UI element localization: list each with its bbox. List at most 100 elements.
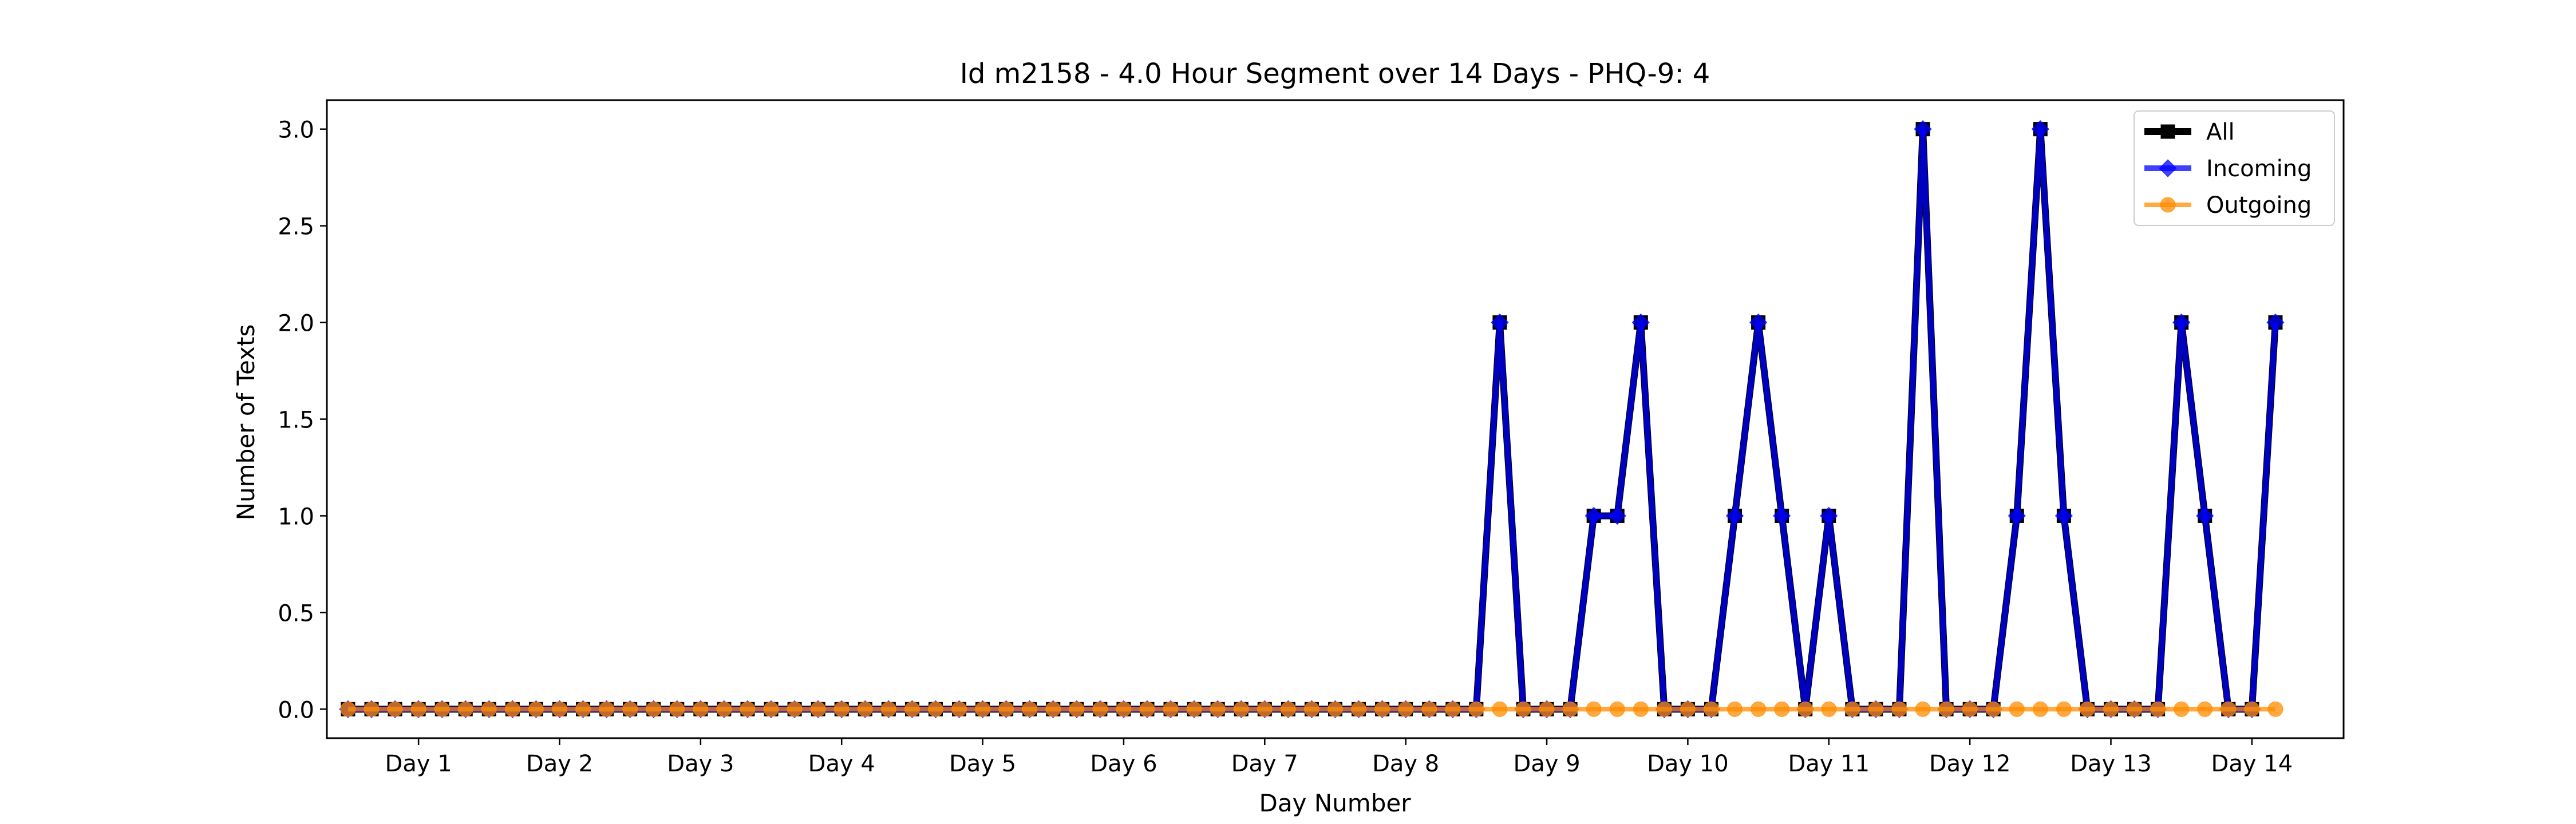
data-point-outgoing <box>880 701 896 717</box>
x-tick-label: Day 5 <box>949 751 1016 777</box>
data-point-incoming <box>2008 506 2026 525</box>
x-tick-label: Day 1 <box>385 751 452 777</box>
data-point-outgoing <box>1398 701 1414 717</box>
data-point-outgoing <box>1233 701 1249 717</box>
data-point-incoming <box>1772 506 1791 525</box>
data-point-outgoing <box>1891 701 1907 717</box>
data-point-outgoing <box>810 701 826 717</box>
data-point-outgoing <box>340 701 356 717</box>
data-point-outgoing <box>716 701 732 717</box>
data-point-outgoing <box>1280 701 1296 717</box>
data-point-outgoing <box>1327 701 1343 717</box>
x-tick-label: Day 12 <box>1929 751 2011 777</box>
data-point-outgoing <box>2174 701 2190 717</box>
data-point-outgoing <box>1562 701 1578 717</box>
x-tick-label: Day 13 <box>2070 751 2152 777</box>
data-point-outgoing <box>975 701 991 717</box>
data-point-outgoing <box>1821 701 1837 717</box>
data-point-incoming <box>2196 506 2214 525</box>
y-tick-label: 1.5 <box>278 407 314 434</box>
data-point-outgoing <box>2127 701 2143 717</box>
data-point-outgoing <box>787 701 803 717</box>
data-point-outgoing <box>1116 701 1132 717</box>
data-point-outgoing <box>599 701 615 717</box>
data-point-outgoing <box>1303 701 1319 717</box>
data-point-incoming <box>2031 120 2049 138</box>
data-point-outgoing <box>2009 701 2025 717</box>
data-point-outgoing <box>1727 701 1743 717</box>
data-point-incoming <box>2266 313 2285 332</box>
data-point-outgoing <box>1844 701 1860 717</box>
data-point-outgoing <box>528 701 544 717</box>
data-point-outgoing <box>1985 701 2001 717</box>
data-point-outgoing <box>740 701 756 717</box>
x-axis-label: Day Number <box>1259 789 1411 817</box>
data-point-outgoing <box>2079 701 2095 717</box>
x-tick-label: Day 7 <box>1231 751 1298 777</box>
x-tick-label: Day 14 <box>2211 751 2293 777</box>
y-tick-label: 2.0 <box>278 311 314 337</box>
legend-box <box>2134 110 2335 226</box>
data-point-outgoing <box>2267 701 2283 717</box>
data-point-outgoing <box>1069 701 1085 717</box>
data-point-outgoing <box>2150 701 2166 717</box>
data-point-outgoing <box>1139 701 1155 717</box>
data-point-outgoing <box>1680 701 1696 717</box>
data-point-outgoing <box>1492 701 1508 717</box>
data-point-outgoing <box>1938 701 1954 717</box>
data-point-incoming <box>1914 120 1932 138</box>
data-point-outgoing <box>2197 701 2213 717</box>
data-point-outgoing <box>2103 701 2119 717</box>
y-tick-label: 3.0 <box>278 117 314 144</box>
data-point-outgoing <box>504 701 520 717</box>
data-point-outgoing <box>387 701 403 717</box>
data-point-outgoing <box>1915 701 1931 717</box>
y-tick-label: 0.5 <box>278 600 314 627</box>
x-tick-label: Day 2 <box>526 751 593 777</box>
data-point-outgoing <box>1421 701 1437 717</box>
data-point-outgoing <box>2032 701 2048 717</box>
data-point-outgoing <box>1868 701 1884 717</box>
data-point-incoming <box>1820 506 1838 525</box>
data-point-outgoing <box>1468 701 1484 717</box>
chart-title: Id m2158 - 4.0 Hour Segment over 14 Days… <box>960 58 1710 90</box>
legend-label-all: All <box>2206 119 2235 145</box>
x-tick-label: Day 4 <box>808 751 875 777</box>
data-point-outgoing <box>1586 701 1602 717</box>
data-point-outgoing <box>1257 701 1273 717</box>
legend: All Incoming Outgoing <box>2134 110 2335 226</box>
data-point-outgoing <box>575 701 591 717</box>
data-point-incoming <box>1608 506 1626 525</box>
data-point-outgoing <box>1186 701 1202 717</box>
data-point-outgoing <box>646 701 662 717</box>
y-tick-label: 2.5 <box>278 214 314 240</box>
legend-label-incoming: Incoming <box>2206 156 2312 182</box>
data-point-outgoing <box>904 701 920 717</box>
data-point-outgoing <box>763 701 779 717</box>
data-point-outgoing <box>2056 701 2072 717</box>
data-point-outgoing <box>1703 701 1719 717</box>
data-point-outgoing <box>1774 701 1790 717</box>
data-point-outgoing <box>1163 701 1179 717</box>
legend-marker-all <box>2160 124 2175 139</box>
data-point-outgoing <box>1445 701 1461 717</box>
x-tick-label: Day 10 <box>1647 751 1729 777</box>
data-point-outgoing <box>951 701 967 717</box>
data-point-incoming <box>1631 313 1650 332</box>
data-point-outgoing <box>669 701 685 717</box>
data-point-outgoing <box>434 701 450 717</box>
data-point-outgoing <box>1609 701 1625 717</box>
data-point-outgoing <box>857 701 873 717</box>
x-tick-label: Day 8 <box>1372 751 1439 777</box>
data-point-outgoing <box>1539 701 1555 717</box>
data-point-outgoing <box>1022 701 1038 717</box>
x-tick-label: Day 6 <box>1090 751 1157 777</box>
data-point-incoming <box>2055 506 2073 525</box>
data-point-incoming <box>1491 313 1509 332</box>
data-point-outgoing <box>552 701 567 717</box>
data-point-incoming <box>1725 506 1744 525</box>
legend-marker-outgoing <box>2160 197 2176 213</box>
data-point-outgoing <box>1797 701 1814 717</box>
data-point-outgoing <box>998 701 1014 717</box>
